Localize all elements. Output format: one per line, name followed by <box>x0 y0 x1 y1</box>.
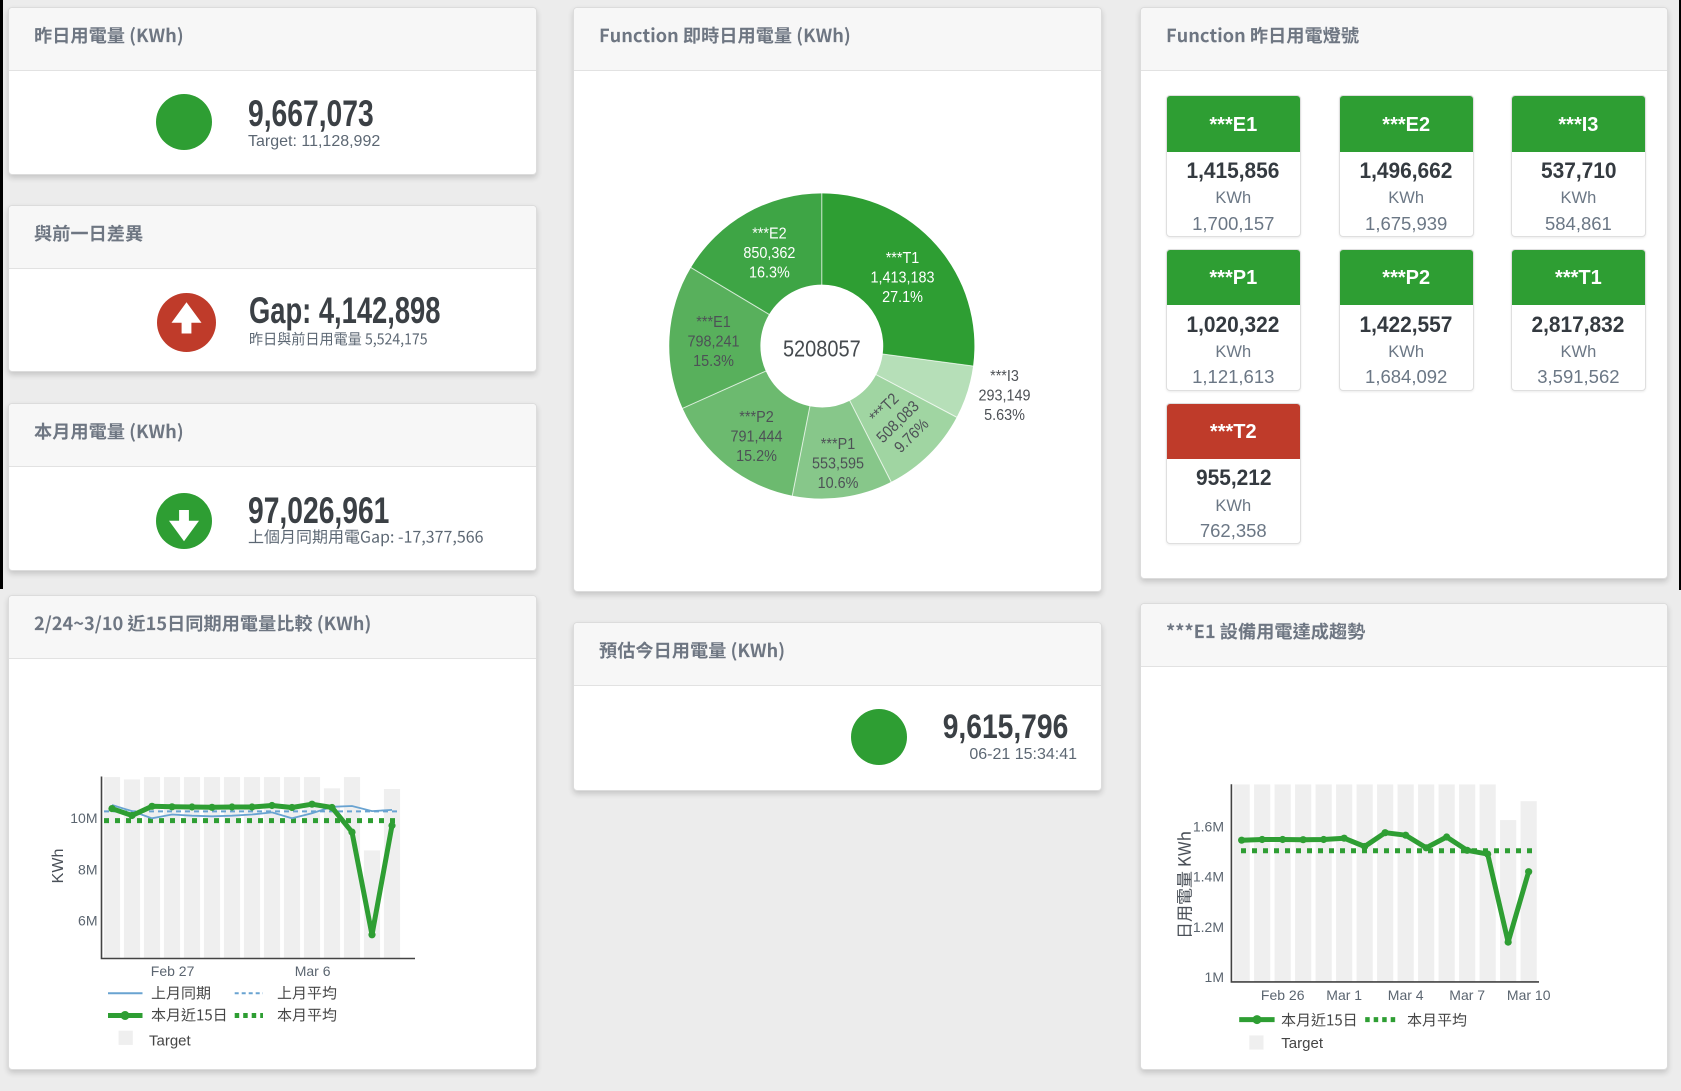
svg-text:***I3: ***I3 <box>990 367 1019 385</box>
svg-text:27.1%: 27.1% <box>882 288 923 306</box>
svg-text:***P2: ***P2 <box>739 408 773 426</box>
svg-text:Target: Target <box>149 1033 192 1050</box>
svg-text:Mar 4: Mar 4 <box>1388 987 1424 1003</box>
svg-text:Mar 7: Mar 7 <box>1449 987 1485 1003</box>
svg-text:KWh: KWh <box>50 849 67 884</box>
svg-text:6M: 6M <box>78 913 97 929</box>
svg-text:10M: 10M <box>70 810 97 826</box>
svg-text:Mar 10: Mar 10 <box>1507 987 1551 1003</box>
svg-text:850,362: 850,362 <box>743 244 795 262</box>
svg-text:1.2M: 1.2M <box>1193 919 1224 935</box>
svg-text:1M: 1M <box>1205 969 1224 985</box>
svg-text:16.3%: 16.3% <box>749 264 790 282</box>
svg-text:293,149: 293,149 <box>978 387 1030 405</box>
svg-text:15.2%: 15.2% <box>736 447 777 465</box>
svg-text:791,444: 791,444 <box>730 428 783 446</box>
svg-text:553,595: 553,595 <box>812 455 864 473</box>
svg-text:1,413,183: 1,413,183 <box>870 269 934 287</box>
svg-text:***P1: ***P1 <box>821 435 855 453</box>
svg-text:8M: 8M <box>78 861 97 877</box>
svg-text:1.4M: 1.4M <box>1193 869 1224 885</box>
svg-text:Feb 26: Feb 26 <box>1261 987 1305 1003</box>
svg-text:798,241: 798,241 <box>687 333 739 351</box>
svg-text:Mar 6: Mar 6 <box>295 963 331 979</box>
svg-text:***E2: ***E2 <box>752 225 786 243</box>
svg-text:1.6M: 1.6M <box>1193 818 1224 834</box>
svg-text:15.3%: 15.3% <box>693 352 734 370</box>
svg-text:5.63%: 5.63% <box>984 406 1025 424</box>
svg-text:***T1: ***T1 <box>886 249 920 267</box>
svg-text:Target: Target <box>1281 1035 1324 1052</box>
svg-text:Feb 27: Feb 27 <box>151 963 195 979</box>
svg-text:10.6%: 10.6% <box>818 474 859 492</box>
svg-text:Mar 1: Mar 1 <box>1326 987 1362 1003</box>
svg-text:***E1: ***E1 <box>696 313 730 331</box>
svg-text:5208057: 5208057 <box>783 335 861 362</box>
